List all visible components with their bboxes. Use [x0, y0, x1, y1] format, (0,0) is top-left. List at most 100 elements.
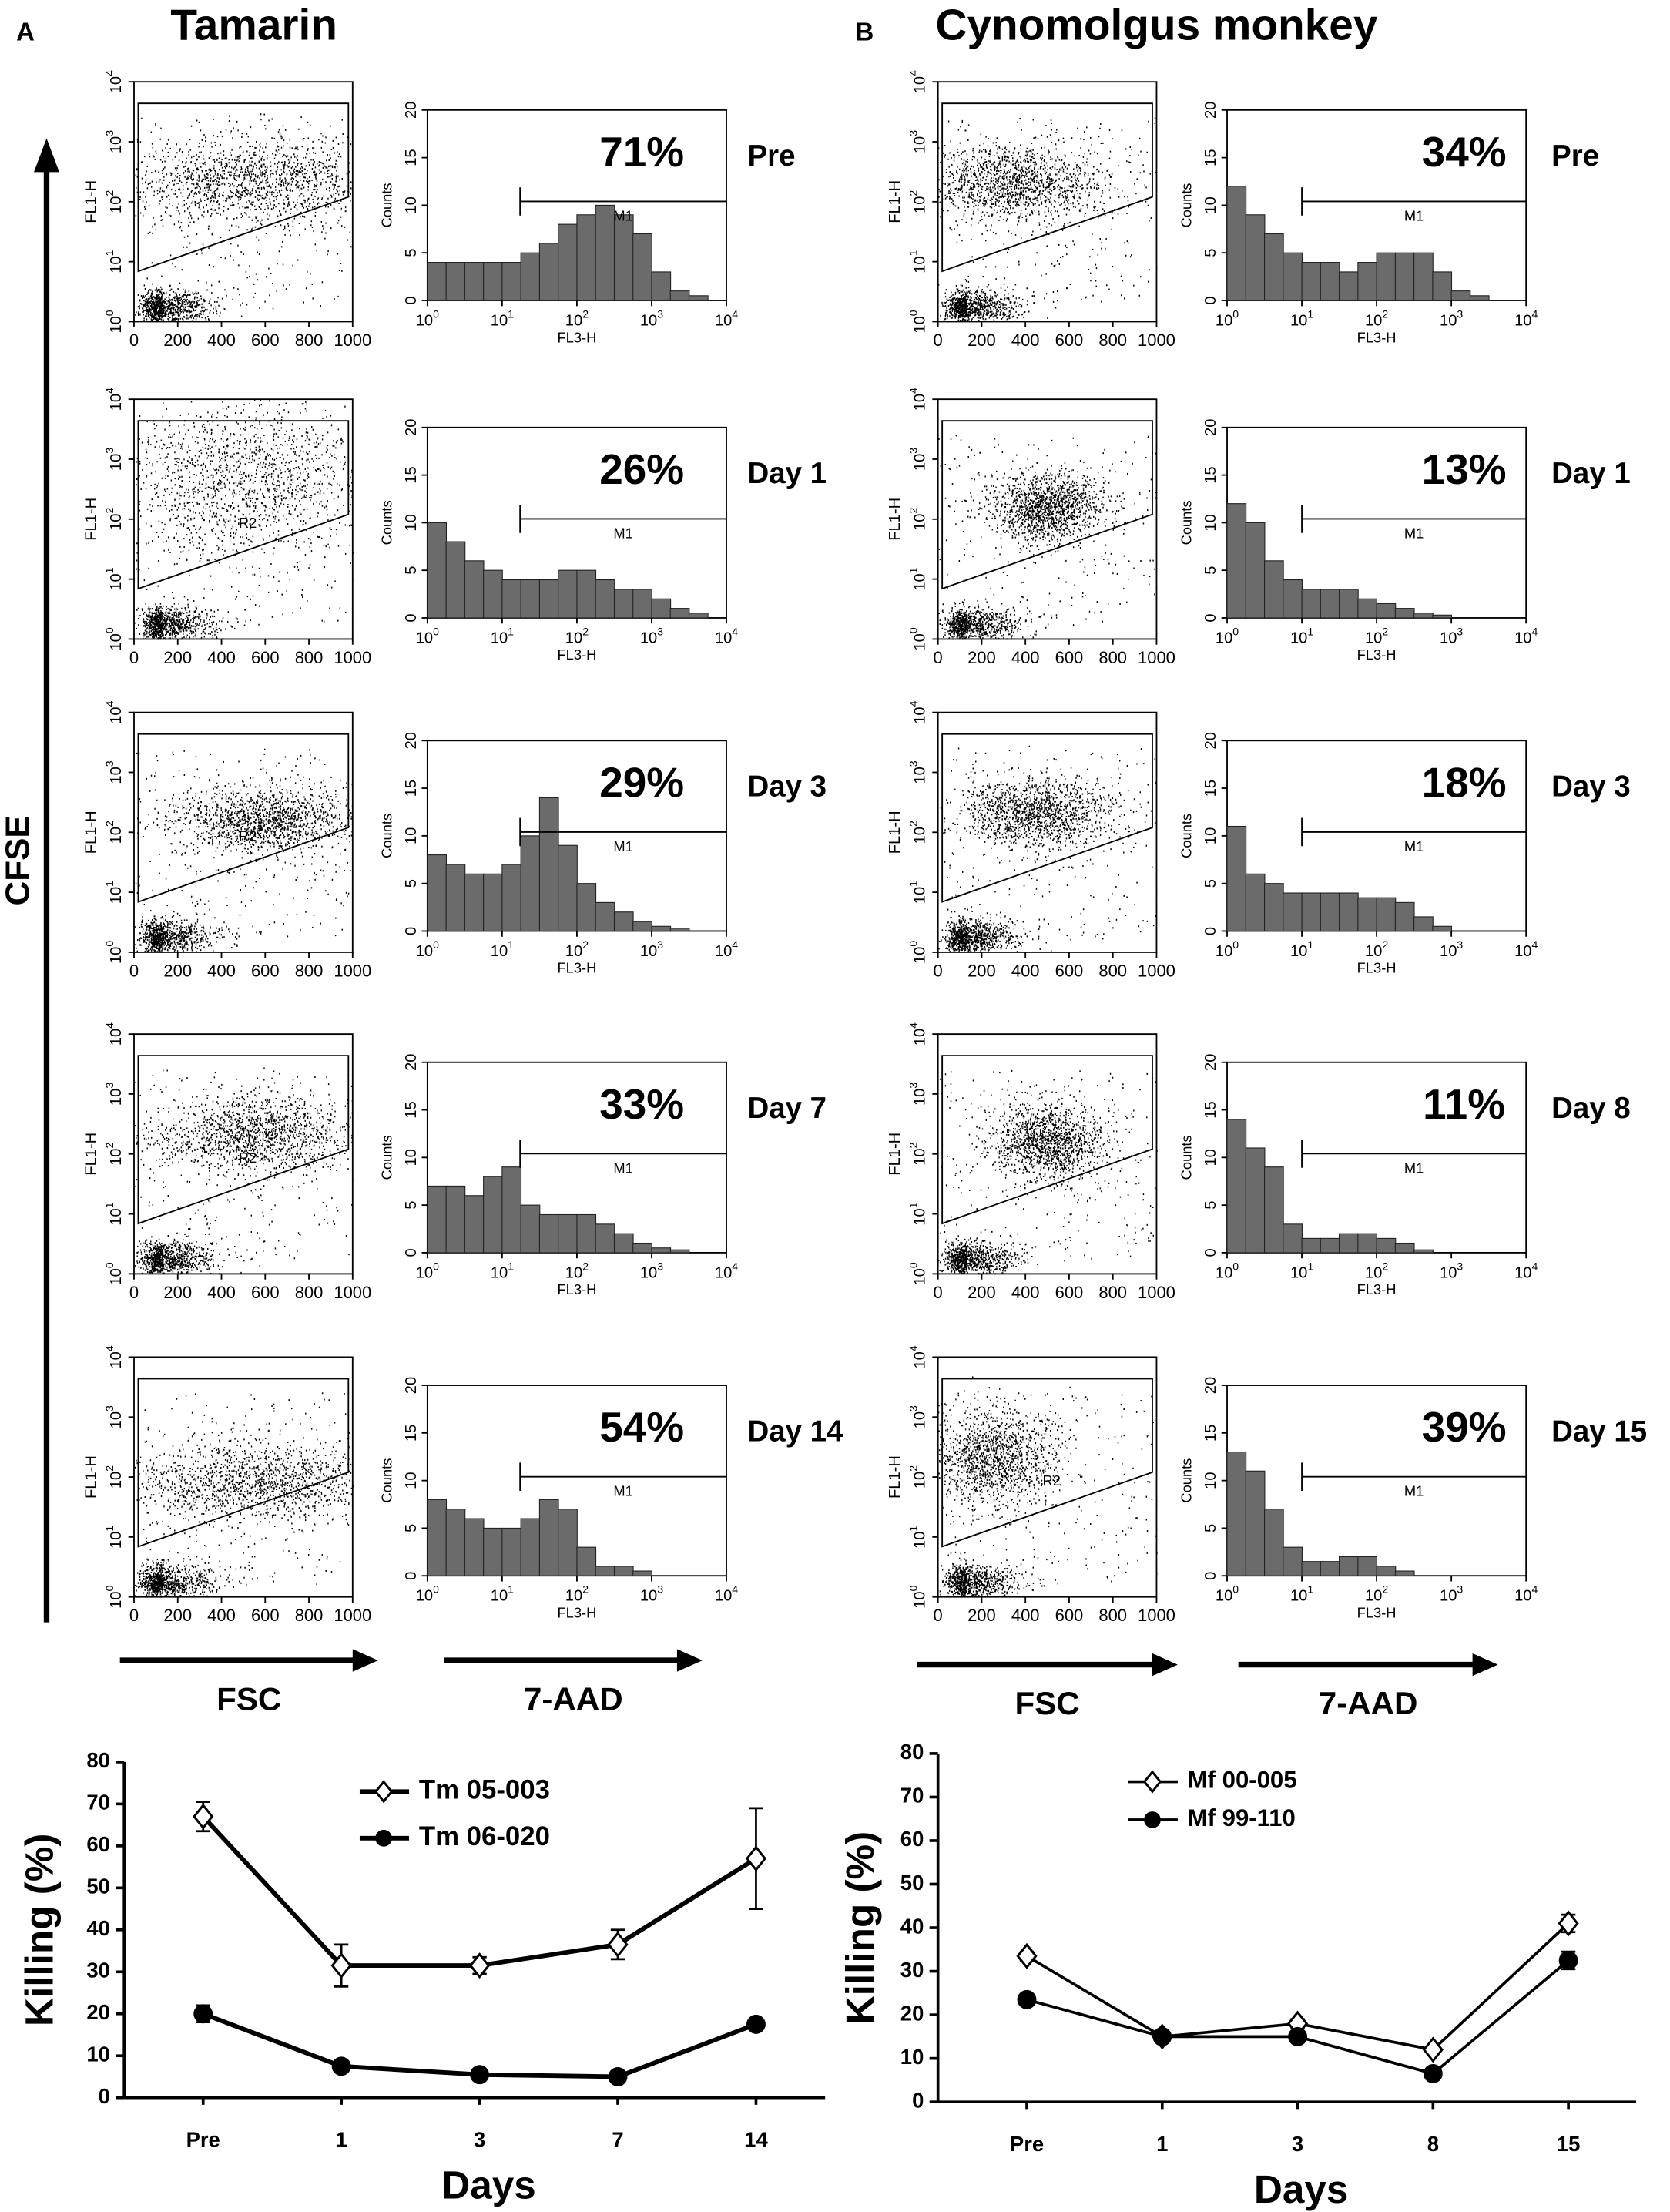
hist-bar — [1283, 1223, 1303, 1254]
tick-base: 10 — [912, 707, 929, 723]
tick-base: 10 — [1290, 313, 1307, 330]
tick-exp: 0 — [907, 1262, 919, 1268]
hist-bar — [464, 262, 485, 301]
tick-exp: 4 — [103, 700, 116, 707]
tick-exp: 3 — [103, 1083, 116, 1089]
y-tick-label: 15 — [1202, 1425, 1219, 1442]
tick-exp: 2 — [1382, 1583, 1388, 1595]
tick-base: 10 — [1290, 630, 1307, 647]
gate — [941, 1055, 1153, 1225]
hist-bar — [538, 579, 559, 619]
hist-bar — [1320, 262, 1340, 301]
y-tick-label: 102 — [103, 1465, 126, 1489]
dot-y-label: FL1-H — [82, 498, 99, 541]
hist-bar — [1432, 925, 1453, 932]
x-tick-label: 100 — [1216, 307, 1239, 330]
x-tick-label: 104 — [715, 938, 738, 961]
tick-exp: 2 — [1382, 1260, 1388, 1272]
gate-label: M1 — [613, 838, 632, 854]
tick-exp: 3 — [1457, 938, 1463, 951]
legend-label: Mf 00-005 — [1188, 1767, 1297, 1794]
gate — [137, 733, 350, 903]
region-label: R2 — [1043, 1472, 1061, 1489]
x-tick-label: 104 — [1514, 1260, 1538, 1282]
hist-bar — [632, 589, 652, 619]
y-tick-label: 104 — [907, 388, 929, 411]
x-axis-label: Days — [441, 2163, 536, 2207]
x-tick-label: 1000 — [1138, 961, 1175, 980]
x-tick-label: 102 — [565, 307, 589, 330]
hist-bar — [632, 921, 652, 932]
tick-base: 10 — [1514, 1588, 1531, 1605]
dot-cloud — [135, 113, 352, 323]
x-tick-label: 102 — [565, 1583, 589, 1605]
hist-x-label: FL3-H — [1357, 1281, 1397, 1297]
hist-bar — [445, 1509, 466, 1576]
x-tick-label: 600 — [251, 648, 280, 667]
hist-bar — [483, 569, 503, 619]
x-tick-label: 0 — [934, 331, 943, 350]
x-tick-label: 100 — [1216, 1260, 1239, 1282]
y-tick-label: 0 — [403, 1572, 420, 1580]
hist-bar — [595, 1223, 615, 1254]
x-tick-label: 101 — [491, 1583, 514, 1605]
tick-exp: 0 — [433, 1260, 439, 1272]
dot-y-label: FL1-H — [82, 811, 99, 854]
y-tick-label: 102 — [907, 190, 929, 213]
y-tick-label: 101 — [103, 881, 126, 904]
x-tick-label: 800 — [1098, 331, 1127, 350]
tick-exp: 1 — [508, 938, 514, 951]
marker — [374, 1780, 394, 1804]
tick-exp: 2 — [103, 1142, 116, 1148]
y-tick-label: 100 — [907, 941, 929, 964]
hist-bar — [1301, 262, 1322, 301]
x-tick-label: 0 — [934, 648, 943, 667]
tick-exp: 0 — [103, 1585, 116, 1591]
tick-base: 10 — [108, 767, 125, 784]
tick-base: 10 — [1290, 943, 1307, 960]
y-tick-label: 10 — [403, 196, 420, 213]
tick-exp: 3 — [657, 625, 663, 637]
gate — [137, 102, 350, 273]
y-tick-label: 70 — [86, 1791, 110, 1814]
hist-bar — [1357, 1556, 1378, 1576]
dot-cloud — [134, 748, 354, 953]
hist-bar — [1339, 1233, 1359, 1254]
x-arrow-head — [1472, 1653, 1498, 1677]
hist-bar — [501, 262, 522, 301]
region-label: R2 — [239, 515, 257, 531]
x-tick-label: 100 — [1216, 1583, 1239, 1605]
tick-base: 10 — [1440, 630, 1457, 647]
hist-bar — [520, 579, 541, 619]
hist-x-label: FL3-H — [1357, 1604, 1397, 1620]
tick-exp: 0 — [1232, 307, 1239, 320]
tick-exp: 1 — [907, 881, 919, 887]
legend-label: Tm 05-003 — [419, 1776, 550, 1805]
y-tick-label: 10 — [1202, 1472, 1219, 1489]
tick-exp: 0 — [433, 1583, 439, 1595]
hist-y-label: Counts — [1179, 500, 1195, 545]
hist-x-label: FL3-H — [558, 1281, 597, 1297]
y-tick-label: 15 — [403, 466, 420, 483]
x-tick-label: 800 — [295, 648, 324, 667]
tick-exp: 4 — [1531, 938, 1538, 951]
x-tick-label: 103 — [1440, 1583, 1463, 1605]
dot-cloud — [938, 745, 1158, 953]
tick-exp: 0 — [103, 310, 116, 316]
hist-bar — [1283, 579, 1303, 619]
hist-y-label: Counts — [1179, 1135, 1195, 1180]
tick-base: 10 — [1514, 943, 1531, 960]
x-tick-label: 0 — [129, 331, 139, 350]
x-tick-label: 102 — [1365, 625, 1388, 647]
y-tick-label: 103 — [907, 448, 929, 471]
gate — [941, 102, 1153, 273]
tick-base: 10 — [912, 1472, 929, 1489]
tick-exp: 3 — [1457, 307, 1463, 320]
marker — [746, 2014, 766, 2034]
x-tick-label: 102 — [1365, 1260, 1388, 1282]
tick-base: 10 — [912, 767, 929, 784]
tick-base: 10 — [912, 827, 929, 844]
row-label: Day 15 — [1551, 1415, 1647, 1448]
hist-bar — [1413, 916, 1434, 932]
marker — [607, 1931, 629, 1958]
